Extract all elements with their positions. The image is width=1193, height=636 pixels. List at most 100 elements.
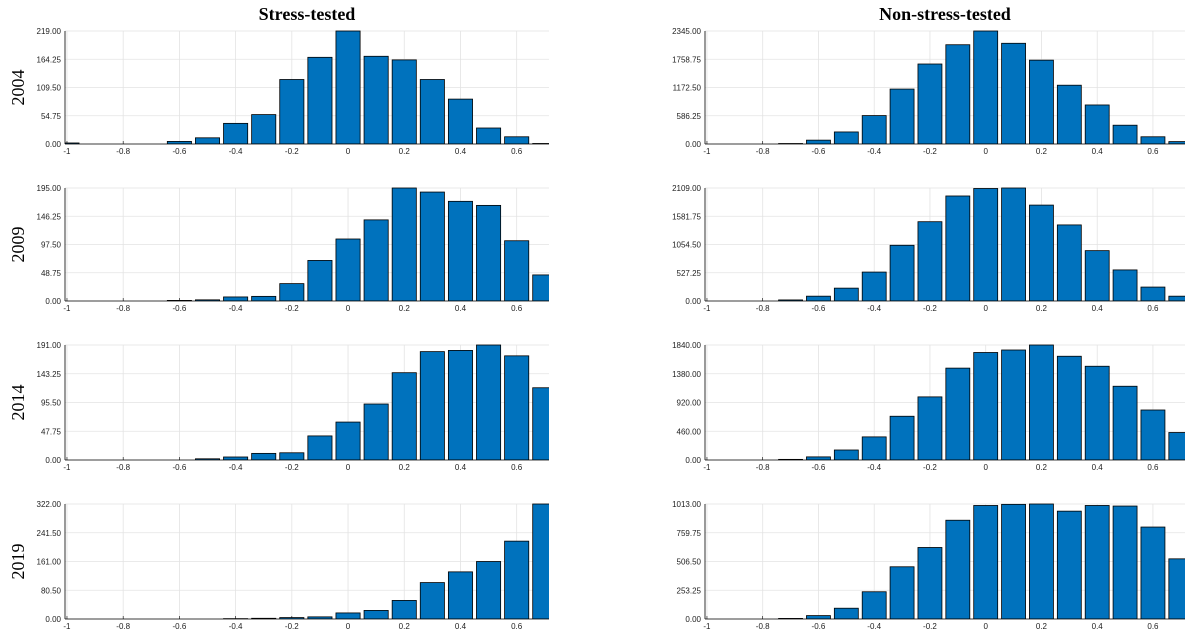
x-tick-label: 0.6 xyxy=(511,147,523,156)
y-tick-label: 146.25 xyxy=(37,212,62,221)
y-tick-label: 1840.00 xyxy=(672,341,701,350)
bar xyxy=(1001,42,1026,144)
bar xyxy=(195,137,220,144)
bar xyxy=(307,260,333,301)
bar xyxy=(1112,385,1138,460)
y-tick-label: 0.00 xyxy=(685,297,701,306)
panel: 0.00 527.25 1054.50 1581.75 2109.00 -1 -0.8 -0.… xyxy=(672,184,1185,313)
x-tick-label: -0.6 xyxy=(812,463,826,472)
y-tick-label: 0.00 xyxy=(45,297,61,306)
y-tick-label: 0.00 xyxy=(685,456,701,465)
x-tick-label: 0.6 xyxy=(1147,463,1159,472)
bar xyxy=(335,30,361,144)
y-tick-label: 143.25 xyxy=(37,370,62,379)
x-tick-label: -0.4 xyxy=(229,463,243,472)
bar xyxy=(391,59,417,144)
bar xyxy=(447,571,473,619)
bar xyxy=(1168,432,1185,460)
x-tick-label: -0.6 xyxy=(172,304,186,313)
bar xyxy=(419,351,445,460)
bar xyxy=(363,610,389,619)
bar xyxy=(806,139,831,144)
x-tick-label: -0.2 xyxy=(923,304,937,313)
y-tick-label: 219.00 xyxy=(37,27,62,36)
bar xyxy=(889,244,915,301)
x-tick-label: 0.2 xyxy=(399,463,411,472)
x-tick-label: -1 xyxy=(703,304,711,313)
x-tick-label: -1 xyxy=(63,304,71,313)
bar xyxy=(917,396,943,460)
x-tick-label: 0.6 xyxy=(1147,147,1159,156)
y-tick-label: 920.00 xyxy=(677,399,702,408)
x-tick-label: -1 xyxy=(63,463,71,472)
x-tick-label: 0.2 xyxy=(399,622,411,631)
y-tick-label: 1581.75 xyxy=(672,212,701,221)
bar xyxy=(1001,503,1026,619)
x-tick-label: -0.8 xyxy=(756,622,770,631)
bar xyxy=(391,600,417,619)
bar xyxy=(917,63,943,144)
y-tick-label: 0.00 xyxy=(45,456,61,465)
bar xyxy=(532,503,549,619)
x-tick-label: 0.4 xyxy=(1092,147,1104,156)
y-tick-label: 506.50 xyxy=(677,558,702,567)
bar xyxy=(335,421,361,460)
x-tick-label: -0.8 xyxy=(756,147,770,156)
bar xyxy=(1140,526,1166,619)
x-tick-label: 0.2 xyxy=(399,147,411,156)
y-tick-label: 527.25 xyxy=(677,269,702,278)
bar xyxy=(223,122,249,144)
bar xyxy=(476,204,502,301)
x-tick-label: -1 xyxy=(703,622,711,631)
x-tick-label: -0.4 xyxy=(229,147,243,156)
bar xyxy=(889,88,915,144)
bar xyxy=(447,200,473,301)
bar xyxy=(945,44,971,144)
y-tick-label: 586.25 xyxy=(677,112,702,121)
y-tick-label: 95.50 xyxy=(41,399,62,408)
x-tick-label: 0.6 xyxy=(511,622,523,631)
bar xyxy=(1084,250,1110,301)
y-tick-label: 460.00 xyxy=(677,427,702,436)
bar xyxy=(778,299,803,301)
bar xyxy=(335,238,361,301)
bar xyxy=(945,519,971,619)
bar xyxy=(476,344,502,460)
y-tick-label: 80.50 xyxy=(41,586,62,595)
panel: 0.00 47.75 95.50 143.25 191.00 -1 -0.8 -0.6 -0.4… xyxy=(8,341,549,472)
x-tick-label: 0 xyxy=(983,304,988,313)
bar xyxy=(1029,503,1054,619)
y-tick-label: 191.00 xyxy=(37,341,62,350)
x-tick-label: -0.4 xyxy=(867,147,881,156)
bar xyxy=(504,136,530,144)
x-tick-label: 0.4 xyxy=(455,147,467,156)
x-tick-label: -0.6 xyxy=(812,147,826,156)
bar xyxy=(1140,286,1166,301)
bar xyxy=(833,131,859,144)
bar xyxy=(973,352,999,460)
bar xyxy=(1112,505,1138,619)
x-tick-label: 0.6 xyxy=(511,463,523,472)
bar xyxy=(1112,269,1138,301)
bar xyxy=(363,219,389,301)
bar xyxy=(861,436,887,460)
x-tick-label: -1 xyxy=(703,463,711,472)
x-tick-label: 0.4 xyxy=(1092,622,1104,631)
x-tick-label: -0.2 xyxy=(285,304,299,313)
bar xyxy=(973,188,999,301)
y-axis-label: 2009 xyxy=(8,227,28,263)
bar xyxy=(307,56,333,144)
bar xyxy=(833,449,859,460)
y-tick-label: 2109.00 xyxy=(672,184,701,193)
bar xyxy=(1168,558,1185,619)
x-tick-label: -0.6 xyxy=(812,304,826,313)
bar xyxy=(973,505,999,619)
y-tick-label: 1172.50 xyxy=(673,84,702,93)
y-tick-label: 1054.50 xyxy=(672,241,701,250)
x-tick-label: -0.6 xyxy=(172,622,186,631)
bar xyxy=(419,191,445,301)
y-tick-label: 759.75 xyxy=(677,529,702,538)
x-tick-label: 0 xyxy=(346,463,351,472)
x-tick-label: 0.2 xyxy=(1036,147,1048,156)
y-tick-label: 0.00 xyxy=(685,140,701,149)
